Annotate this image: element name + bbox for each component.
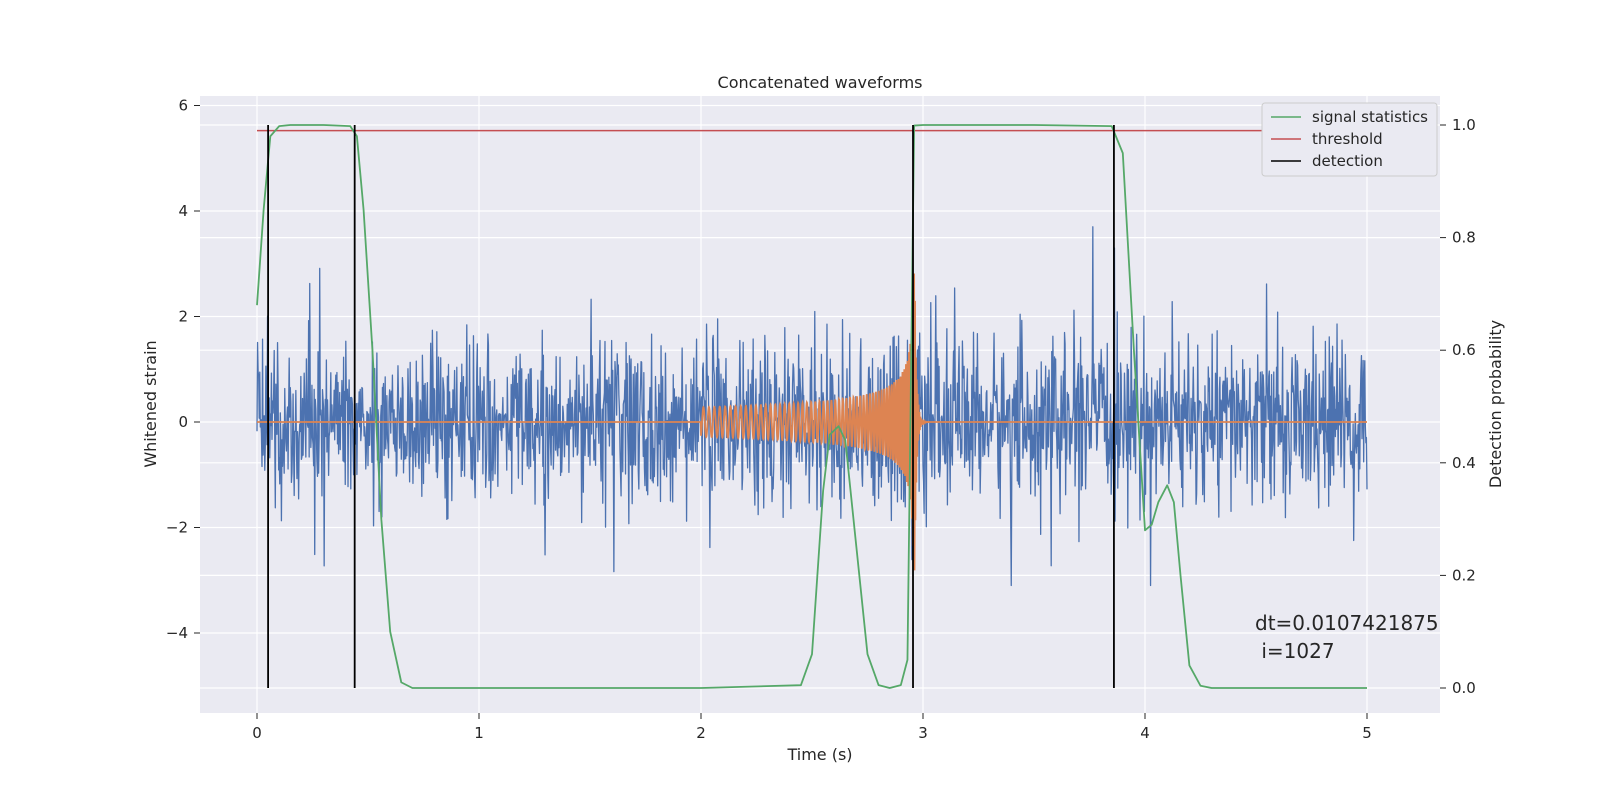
y2-tick-label: 0.2 bbox=[1452, 566, 1476, 584]
y-tick-label: −2 bbox=[166, 519, 188, 537]
y-tick-label: 2 bbox=[178, 308, 188, 326]
annotation-dt: dt=0.0107421875 bbox=[1255, 611, 1439, 635]
y-tick-label: 0 bbox=[178, 413, 188, 431]
y2-tick-label: 0.0 bbox=[1452, 679, 1476, 697]
axis-ticks: 0 1 2 3 4 5 −4 −2 0 2 4 6 0.0 0.2 0.4 0.6 0.8 1.0 bbox=[166, 97, 1476, 743]
legend-label-detection: detection bbox=[1312, 152, 1383, 170]
chart-title: Concatenated waveforms bbox=[718, 73, 923, 92]
legend: signal statistics threshold detection bbox=[1261, 102, 1438, 177]
x-tick-label: 0 bbox=[252, 724, 262, 742]
x-tick-label: 5 bbox=[1362, 724, 1372, 742]
x-tick-label: 4 bbox=[1140, 724, 1150, 742]
template-series-line bbox=[257, 273, 1367, 571]
y2-tick-label: 0.8 bbox=[1452, 229, 1476, 247]
legend-label-signal-statistics: signal statistics bbox=[1312, 108, 1428, 126]
y2-tick-label: 0.4 bbox=[1452, 454, 1476, 472]
y-tick-label: −4 bbox=[166, 624, 188, 642]
annotation-i: i=1027 bbox=[1255, 639, 1335, 663]
legend-label-threshold: threshold bbox=[1312, 130, 1383, 148]
data-series bbox=[256, 124, 1368, 689]
y2-tick-label: 1.0 bbox=[1452, 116, 1476, 134]
x-axis-label: Time (s) bbox=[786, 745, 852, 764]
y-axis-label: Whitened strain bbox=[141, 340, 160, 467]
x-tick-label: 1 bbox=[474, 724, 484, 742]
y2-tick-label: 0.6 bbox=[1452, 341, 1476, 359]
signal-statistics-line bbox=[256, 124, 1367, 689]
x-tick-label: 3 bbox=[918, 724, 928, 742]
y2-axis-label: Detection probability bbox=[1486, 320, 1505, 488]
y-tick-label: 4 bbox=[178, 202, 188, 220]
x-tick-label: 2 bbox=[696, 724, 706, 742]
legend-box bbox=[1261, 102, 1438, 177]
y-tick-label: 6 bbox=[178, 97, 188, 115]
